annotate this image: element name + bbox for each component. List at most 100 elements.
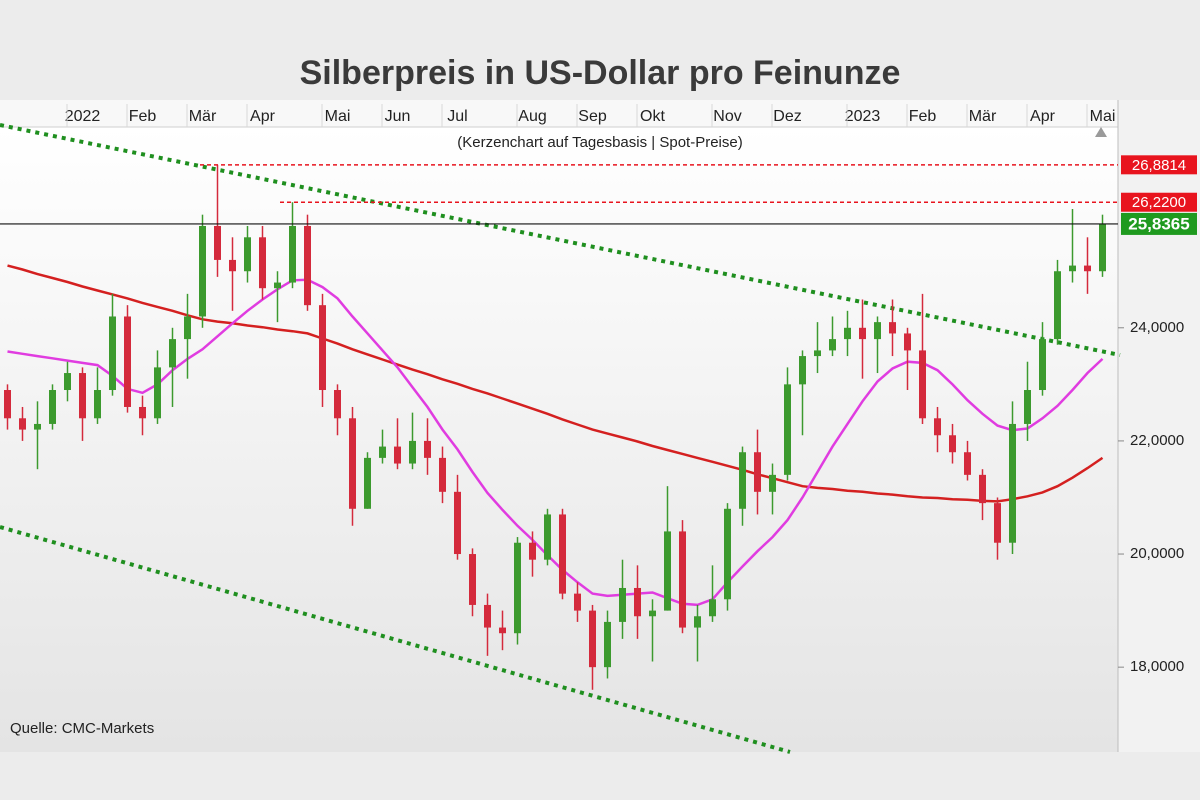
candle-body bbox=[1039, 339, 1046, 391]
trend-line-upper bbox=[0, 123, 1121, 357]
x-tick-label: 2023 bbox=[845, 108, 881, 125]
candle-body bbox=[289, 225, 296, 283]
candle-body bbox=[244, 237, 251, 272]
plot-layer: 18,0000 20,0000 22,0000 24,0000 2022 Feb Mär Ap… bbox=[0, 104, 1197, 690]
price-label: 25,8365 bbox=[1128, 214, 1189, 233]
candle-body bbox=[604, 621, 611, 668]
candle-body bbox=[439, 457, 446, 492]
candle-body bbox=[1069, 265, 1076, 272]
candle-body bbox=[349, 418, 356, 509]
x-tick-label: Feb bbox=[909, 108, 937, 125]
x-tick-label: Mär bbox=[189, 108, 217, 125]
price-label-box bbox=[1121, 212, 1197, 235]
candle-body bbox=[814, 350, 821, 357]
candle-body bbox=[34, 423, 41, 430]
candle-body bbox=[364, 457, 371, 509]
scroll-marker bbox=[1095, 127, 1107, 137]
candle-body bbox=[664, 531, 671, 611]
candle-body bbox=[469, 554, 476, 605]
candle-body bbox=[49, 390, 56, 424]
candle-body bbox=[649, 610, 656, 617]
candle-body bbox=[379, 446, 386, 458]
candle-body bbox=[754, 452, 761, 492]
price-label: 26,2200 bbox=[1132, 194, 1186, 211]
candle-body bbox=[784, 384, 791, 475]
candle-body bbox=[529, 542, 536, 560]
chart-subtitle: (Kerzenchart auf Tagesbasis | Spot-Preis… bbox=[457, 134, 742, 151]
candle-body bbox=[1054, 271, 1061, 340]
y-tick-label: 24,0000 bbox=[1130, 319, 1184, 336]
candle-body bbox=[199, 225, 206, 317]
x-tick-label: Aug bbox=[518, 108, 546, 125]
candle-body bbox=[904, 333, 911, 351]
source-note: Quelle: CMC-Markets bbox=[10, 720, 154, 737]
x-tick-label: Apr bbox=[250, 108, 276, 125]
price-label: 26,8814 bbox=[1132, 157, 1186, 174]
candle-body bbox=[394, 446, 401, 464]
price-label-box bbox=[1121, 155, 1197, 175]
candle-body bbox=[589, 610, 596, 668]
candle-body bbox=[919, 350, 926, 419]
candle-body bbox=[409, 440, 416, 464]
candle-body bbox=[709, 599, 716, 617]
candle-body bbox=[679, 531, 686, 628]
candle-body bbox=[559, 514, 566, 594]
candle-body bbox=[769, 474, 776, 492]
x-tick-label: Jun bbox=[385, 108, 411, 125]
candle-body bbox=[454, 491, 461, 555]
candle-body bbox=[829, 339, 836, 351]
candle-body bbox=[694, 616, 701, 628]
candle-body bbox=[799, 356, 806, 385]
candle-body bbox=[334, 390, 341, 419]
x-tick-label: Sep bbox=[578, 108, 607, 125]
candle-body bbox=[994, 503, 1001, 543]
candle-body bbox=[1024, 390, 1031, 424]
candle-body bbox=[274, 282, 281, 289]
candle-body bbox=[844, 327, 851, 340]
plot-area bbox=[0, 127, 1118, 752]
candle-body bbox=[979, 474, 986, 504]
candle-body bbox=[724, 508, 731, 600]
candle-body bbox=[574, 593, 581, 611]
candle-body bbox=[934, 418, 941, 436]
candle-body bbox=[1009, 423, 1016, 543]
candle-body bbox=[634, 587, 641, 617]
candle-body bbox=[739, 452, 746, 509]
candle-body bbox=[1084, 265, 1091, 272]
x-tick-label: Nov bbox=[713, 108, 741, 125]
candle-body bbox=[4, 390, 11, 419]
candle-body bbox=[304, 225, 311, 306]
candle-body bbox=[79, 373, 86, 419]
x-tick-label: Jul bbox=[447, 108, 467, 125]
chart-title: Silberpreis in US-Dollar pro Feinunze bbox=[300, 54, 901, 92]
x-tick-label: Feb bbox=[129, 108, 157, 125]
x-tick-label: Mai bbox=[1090, 108, 1116, 125]
candle-body bbox=[19, 418, 26, 430]
candle-body bbox=[514, 542, 521, 634]
candle-body bbox=[184, 316, 191, 340]
candle-body bbox=[64, 373, 71, 391]
price-label-box bbox=[1121, 192, 1197, 212]
x-tick-label: Apr bbox=[1030, 108, 1056, 125]
trend-line-lower bbox=[0, 525, 791, 754]
y-tick-label: 22,0000 bbox=[1130, 432, 1184, 449]
x-tick-label: 2022 bbox=[65, 108, 101, 125]
candle-body bbox=[949, 435, 956, 453]
x-axis-band bbox=[0, 100, 1118, 127]
x-tick-label: Mai bbox=[325, 108, 351, 125]
candle-body bbox=[124, 316, 131, 407]
candle-body bbox=[94, 390, 101, 419]
x-tick-label: Dez bbox=[773, 108, 801, 125]
candle-body bbox=[964, 452, 971, 475]
candle-body bbox=[859, 327, 866, 340]
candle-body bbox=[1099, 223, 1106, 272]
moving-average-line bbox=[7, 264, 1104, 503]
x-tick-label: Okt bbox=[640, 108, 665, 125]
candle-body bbox=[214, 225, 221, 260]
candle-body bbox=[544, 514, 551, 560]
y-tick-label: 18,0000 bbox=[1130, 658, 1184, 675]
candle-body bbox=[139, 406, 146, 419]
candle-body bbox=[424, 440, 431, 458]
candle-body bbox=[169, 339, 176, 368]
